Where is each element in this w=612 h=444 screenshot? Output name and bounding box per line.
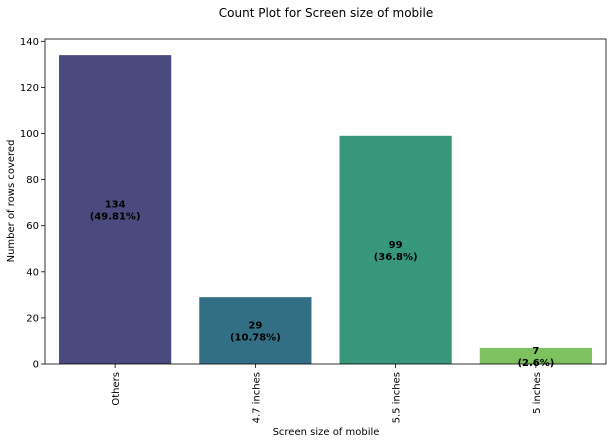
chart-title: Count Plot for Screen size of mobile	[219, 6, 433, 20]
bar	[339, 135, 452, 364]
x-tick-label: 4.7 inches	[251, 372, 262, 423]
plot-area-frame	[44, 38, 607, 365]
x-tick-label: Others	[111, 372, 122, 406]
y-tick-label: 80	[26, 175, 39, 186]
x-axis: Others 4.7 inches 5.5 inches 5 inches	[111, 364, 543, 423]
bar-data-label: 7 (2.6%)	[517, 346, 554, 369]
y-tick-label: 140	[20, 37, 39, 48]
x-tick-label: 5.5 inches	[392, 372, 403, 423]
y-tick-label: 40	[26, 267, 39, 278]
y-tick-label: 100	[20, 129, 39, 140]
y-tick-label: 20	[26, 313, 39, 324]
x-tick-label: 5 inches	[532, 372, 543, 414]
x-axis-label: Screen size of mobile	[273, 427, 380, 438]
data-labels-layer: 134 (49.81%) 29 (10.78%) 99 (36.8%) 7 (2.6%)	[90, 200, 555, 369]
bar-data-label: 29 (10.78%)	[230, 321, 281, 344]
bars-layer	[59, 55, 592, 364]
bar-data-label: 134 (49.81%)	[90, 200, 141, 223]
y-axis-label: Number of rows covered	[6, 140, 17, 263]
bar	[479, 347, 592, 364]
bar-data-label: 99 (36.8%)	[374, 240, 418, 263]
bar	[59, 55, 172, 364]
y-tick-label: 60	[26, 221, 39, 232]
bar	[199, 297, 312, 364]
y-axis: 0 20 40 60 80 100 120 140	[20, 37, 45, 371]
y-tick-label: 120	[20, 83, 39, 94]
y-tick-label: 0	[33, 360, 39, 371]
